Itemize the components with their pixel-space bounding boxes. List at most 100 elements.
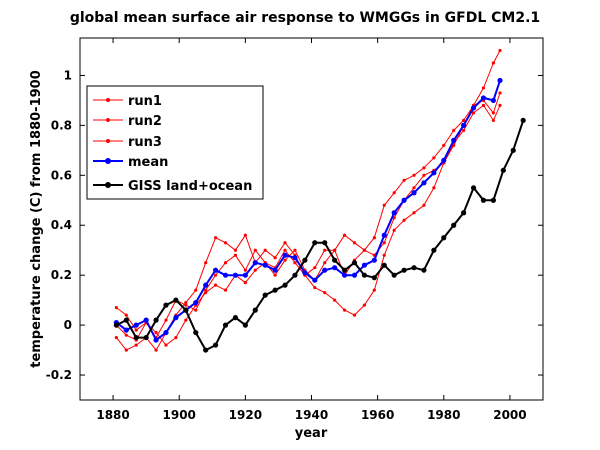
legend-marker-mean — [105, 158, 111, 164]
data-point-run2 — [362, 248, 367, 252]
data-point-run2 — [323, 248, 327, 252]
data-point-giss-land-ocean — [212, 342, 219, 348]
data-point-mean — [341, 272, 348, 278]
data-point-run1 — [223, 261, 228, 265]
data-point-run2 — [283, 241, 287, 245]
data-point-run3 — [402, 218, 406, 222]
legend-label-run3: run3 — [128, 135, 162, 150]
data-point-giss-land-ocean — [302, 257, 308, 263]
y-tick-label: -0.2 — [46, 368, 72, 382]
data-point-giss-land-ocean — [322, 240, 328, 246]
data-point-giss-land-ocean — [153, 317, 159, 323]
data-point-run3 — [333, 298, 337, 302]
data-point-mean — [163, 329, 169, 336]
data-point-run1 — [194, 308, 198, 312]
data-point-run2 — [204, 261, 208, 265]
data-point-run1 — [323, 261, 327, 265]
data-point-mean — [143, 317, 149, 323]
data-point-giss-land-ocean — [163, 302, 169, 308]
data-point-giss-land-ocean — [371, 275, 377, 281]
data-point-run2 — [154, 348, 158, 352]
data-point-run3 — [491, 118, 495, 122]
data-point-run3 — [342, 308, 347, 312]
data-point-run2 — [333, 248, 337, 252]
data-point-run1 — [273, 273, 277, 277]
data-point-giss-land-ocean — [431, 247, 437, 253]
data-point-giss-land-ocean — [282, 282, 288, 288]
data-point-mean — [232, 272, 239, 278]
data-point-run3 — [213, 283, 218, 287]
data-point-run3 — [313, 286, 317, 290]
data-point-run1 — [412, 186, 416, 190]
data-point-giss-land-ocean — [490, 197, 496, 203]
data-point-run3 — [471, 111, 476, 115]
data-point-run3 — [223, 288, 228, 292]
data-point-mean — [203, 282, 209, 288]
data-point-run3 — [392, 228, 396, 232]
data-point-giss-land-ocean — [173, 297, 179, 303]
y-axis: -0.2 0 0.2 0.4 0.6 0.8 1 — [46, 68, 543, 382]
y-axis-label: temperature change (C) from 1880-1900 — [29, 70, 44, 368]
data-point-run2 — [243, 233, 247, 237]
data-point-run2 — [402, 178, 406, 182]
data-point-mean — [222, 272, 229, 278]
data-point-giss-land-ocean — [332, 257, 338, 263]
data-point-run3 — [124, 333, 128, 337]
data-point-run2 — [313, 266, 317, 270]
data-point-run1 — [481, 86, 486, 90]
data-point-run2 — [194, 288, 198, 292]
data-point-giss-land-ocean — [252, 307, 258, 313]
data-point-giss-land-ocean — [461, 210, 467, 216]
data-point-mean — [292, 255, 298, 261]
data-point-run2 — [184, 301, 188, 305]
data-point-run3 — [323, 291, 327, 295]
data-point-run1 — [253, 248, 257, 252]
data-point-run2 — [114, 335, 118, 340]
data-point-run1 — [124, 313, 128, 317]
data-point-giss-land-ocean — [242, 322, 248, 328]
data-point-run3 — [462, 128, 466, 132]
x-tick-label: 1940 — [295, 408, 328, 422]
data-point-mean — [153, 337, 159, 343]
data-point-giss-land-ocean — [193, 329, 199, 336]
data-point-mean — [411, 190, 417, 196]
data-point-mean — [431, 170, 437, 176]
data-point-giss-land-ocean — [470, 185, 477, 191]
data-point-giss-land-ocean — [312, 240, 318, 246]
data-point-giss-land-ocean — [510, 147, 516, 153]
data-point-run2 — [124, 348, 128, 352]
data-point-mean — [282, 252, 288, 258]
data-point-mean — [461, 122, 467, 128]
data-point-run3 — [293, 261, 297, 265]
x-tick-label: 1960 — [361, 408, 394, 422]
y-tick-label: 0 — [64, 318, 72, 332]
data-point-run2 — [134, 343, 138, 347]
data-point-run2 — [491, 111, 495, 115]
data-point-giss-land-ocean — [361, 272, 368, 278]
data-point-giss-land-ocean — [351, 260, 358, 266]
data-point-run2 — [213, 236, 218, 240]
data-point-giss-land-ocean — [232, 315, 239, 321]
data-point-giss-land-ocean — [411, 265, 417, 271]
y-tick-label: 0.8 — [51, 118, 72, 132]
data-point-mean — [361, 262, 368, 268]
data-point-run2 — [223, 241, 228, 245]
data-point-run3 — [498, 103, 502, 108]
x-axis-label: year — [295, 426, 328, 441]
legend-marker-run2 — [106, 118, 110, 122]
data-point-run2 — [263, 248, 267, 252]
data-point-run2 — [422, 166, 426, 170]
data-point-giss-land-ocean — [520, 117, 526, 123]
data-point-giss-land-ocean — [341, 267, 348, 273]
data-point-giss-land-ocean — [143, 334, 149, 341]
data-point-run3 — [382, 253, 386, 257]
data-point-run3 — [243, 281, 247, 285]
data-point-mean — [332, 265, 338, 271]
data-point-giss-land-ocean — [203, 347, 209, 353]
data-point-mean — [242, 272, 248, 278]
data-point-run2 — [342, 233, 347, 237]
data-point-run1 — [114, 306, 118, 310]
data-point-giss-land-ocean — [222, 322, 229, 328]
chart-title: global mean surface air response to WMGG… — [70, 10, 540, 26]
